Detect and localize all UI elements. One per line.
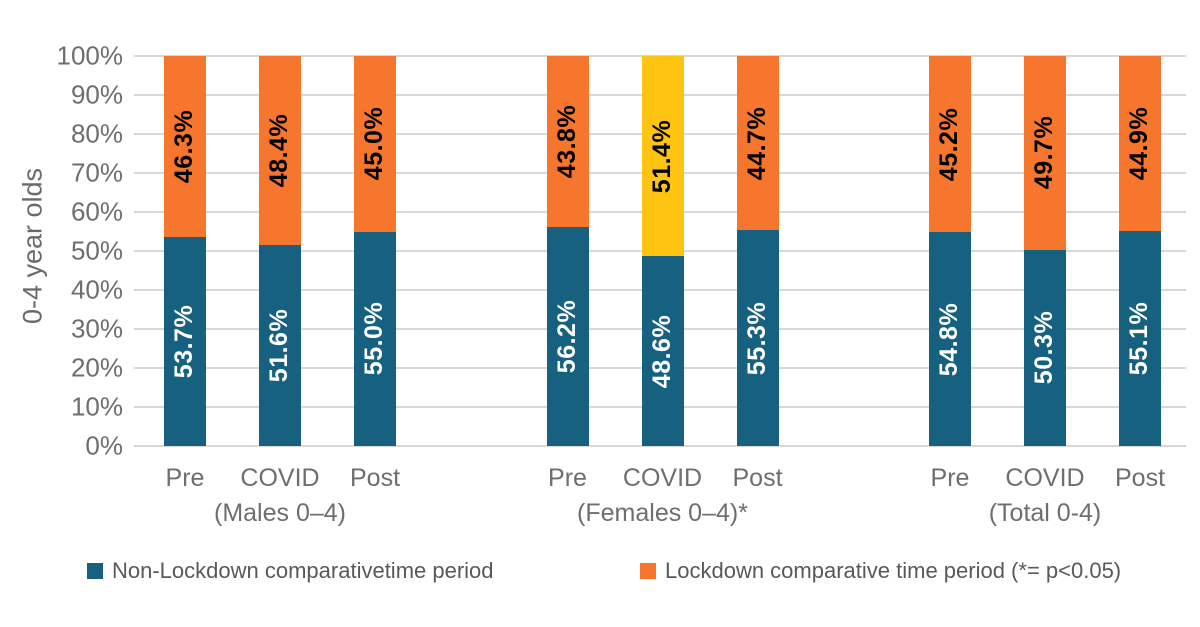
bar-segment-lockdown: 46.3% bbox=[164, 56, 206, 237]
legend-label-non-lockdown: Non-Lockdown comparativetime period bbox=[112, 558, 494, 583]
y-tick-label: 50% bbox=[70, 235, 123, 266]
category-label-text: COVID bbox=[240, 464, 320, 492]
bar-segment-non_lockdown: 51.6% bbox=[259, 244, 301, 446]
y-tick-label: 0% bbox=[85, 430, 123, 461]
bar-group: 53.7% 46.3% 51.6% 48.4% 55.0% 45.0% bbox=[164, 56, 396, 446]
bar-segment-lockdown: 44.9% bbox=[1119, 56, 1161, 232]
bar-segment-value-label: 49.7% bbox=[1030, 116, 1059, 190]
bar-pre: 56.2% 43.8% bbox=[546, 56, 589, 446]
y-tick-label: 90% bbox=[70, 79, 123, 110]
bar-segment-value-label: 56.2% bbox=[553, 299, 582, 374]
group-label: (Total 0-4) bbox=[988, 499, 1102, 527]
bar-pre: 54.8% 45.2% bbox=[929, 56, 971, 446]
category-labels: Pre COVID Post bbox=[547, 464, 782, 493]
bar-post: 55.3% 44.7% bbox=[736, 56, 779, 446]
bar-covid: 51.6% 48.4% bbox=[259, 56, 301, 446]
bar-covid: 50.3% 49.7% bbox=[1024, 56, 1066, 446]
bar-segment-lockdown: 48.4% bbox=[259, 56, 301, 245]
bar-segment-value-label: 44.9% bbox=[1125, 106, 1154, 181]
x-label-group: Pre COVID Post (Males 0–4) bbox=[164, 464, 400, 528]
bar-segment-non_lockdown: 53.7% bbox=[164, 236, 206, 446]
bar-segment-value-label: 51.6% bbox=[265, 308, 294, 383]
category-label-post: Post bbox=[1115, 464, 1165, 493]
y-tick-label: 80% bbox=[70, 118, 123, 149]
bar-segment-value-label: 48.6% bbox=[648, 314, 677, 388]
bar-pre: 53.7% 46.3% bbox=[164, 56, 206, 446]
category-label-text: Post bbox=[732, 464, 783, 492]
bar-segment-lockdown: 43.8% bbox=[546, 56, 589, 227]
bar-groups: 53.7% 46.3% 51.6% 48.4% 55.0% 45.0% 56.2% 43.8%… bbox=[134, 56, 1186, 446]
legend-item-lockdown: Lockdown comparative time period (*= p<0… bbox=[640, 558, 1121, 584]
category-label-text: COVID bbox=[622, 464, 703, 492]
bar-segment-non_lockdown: 54.8% bbox=[929, 232, 971, 446]
bar-segment-lockdown: 44.7% bbox=[736, 56, 779, 231]
y-tick-label: 30% bbox=[70, 313, 123, 344]
category-labels: Pre COVID Post bbox=[164, 464, 400, 493]
gridline bbox=[134, 55, 1186, 57]
bar-segment-value-label: 54.8% bbox=[935, 302, 964, 376]
bar-group: 54.8% 45.2% 50.3% 49.7% 55.1% 44.9% bbox=[929, 56, 1161, 446]
bar-segment-value-label: 45.2% bbox=[935, 107, 964, 181]
bar-post: 55.1% 44.9% bbox=[1119, 56, 1161, 446]
bar-segment-non_lockdown: 55.0% bbox=[354, 231, 396, 446]
category-label-text: Post bbox=[1114, 464, 1166, 492]
category-label-pre: Pre bbox=[164, 464, 206, 493]
category-label-text: COVID bbox=[1005, 464, 1085, 492]
category-label-covid: COVID bbox=[623, 464, 702, 493]
category-label-post: Post bbox=[350, 464, 400, 493]
category-label-pre: Pre bbox=[547, 464, 589, 493]
gridline bbox=[134, 445, 1186, 447]
category-label-text: Pre bbox=[548, 464, 587, 492]
bar-segment-value-label: 43.8% bbox=[553, 104, 582, 179]
bar-segment-lockdown: 49.7% bbox=[1024, 56, 1066, 250]
category-label-post: Post bbox=[732, 464, 782, 493]
plot-area: 53.7% 46.3% 51.6% 48.4% 55.0% 45.0% 56.2% 43.8%… bbox=[134, 55, 1186, 447]
x-label-group: Pre COVID Post (Total 0-4) bbox=[929, 464, 1165, 528]
bar-segment-value-label: 45.0% bbox=[360, 107, 389, 181]
category-label-text: Pre bbox=[165, 464, 205, 492]
bar-segment-non_lockdown: 55.1% bbox=[1119, 231, 1161, 446]
y-tick-label: 40% bbox=[70, 274, 123, 305]
group-label: (Males 0–4) bbox=[214, 499, 346, 527]
category-labels: Pre COVID Post bbox=[929, 464, 1165, 493]
bar-segment-value-label: 44.7% bbox=[743, 106, 772, 180]
bar-segment-non_lockdown: 48.6% bbox=[641, 256, 684, 446]
bar-segment-value-label: 55.1% bbox=[1125, 301, 1154, 376]
bar-segment-value-label: 53.7% bbox=[170, 304, 199, 378]
category-label-text: Pre bbox=[930, 464, 970, 492]
category-label-covid: COVID bbox=[240, 464, 319, 493]
bar-segment-value-label: 55.3% bbox=[743, 301, 772, 375]
x-label-group: Pre COVID Post (Females 0–4)* bbox=[547, 464, 782, 528]
bar-segment-value-label: 55.0% bbox=[360, 302, 389, 376]
category-label-pre: Pre bbox=[929, 464, 971, 493]
bar-segment-non_lockdown: 55.3% bbox=[736, 230, 779, 446]
bar-segment-non_lockdown: 50.3% bbox=[1024, 249, 1066, 446]
category-label-text: Post bbox=[349, 464, 401, 492]
category-label-covid: COVID bbox=[1005, 464, 1084, 493]
y-tick-label: 70% bbox=[70, 157, 123, 188]
x-axis-labels: Pre COVID Post (Males 0–4) Pre COVID Post (Fema… bbox=[134, 464, 1186, 528]
bar-segment-lockdown: 51.4% bbox=[641, 56, 684, 257]
bar-post: 55.0% 45.0% bbox=[354, 56, 396, 446]
bar-segment-lockdown: 45.2% bbox=[929, 56, 971, 233]
bar-segment-value-label: 51.4% bbox=[648, 119, 677, 193]
y-axis-tick-labels: 0% 10% 20% 30% 40% 50% 60% 70% 80% 90% 100% bbox=[0, 41, 124, 461]
legend-label-lockdown: Lockdown comparative time period (*= p<0… bbox=[665, 558, 1122, 583]
bar-covid: 48.6% 51.4% bbox=[641, 56, 684, 446]
bar-segment-lockdown: 45.0% bbox=[354, 56, 396, 232]
bar-segment-value-label: 48.4% bbox=[265, 113, 294, 188]
group-label: (Females 0–4)* bbox=[577, 499, 748, 527]
bar-segment-value-label: 50.3% bbox=[1030, 311, 1059, 385]
legend-item-non-lockdown: Non-Lockdown comparativetime period bbox=[87, 558, 494, 584]
y-tick-label: 100% bbox=[56, 40, 124, 71]
y-tick-label: 10% bbox=[70, 391, 123, 422]
y-tick-label: 60% bbox=[70, 196, 123, 227]
legend-swatch-lockdown-icon bbox=[640, 563, 656, 579]
bar-segment-value-label: 46.3% bbox=[170, 109, 199, 183]
bar-group: 56.2% 43.8% 48.6% 51.4% 55.3% 44.7% bbox=[546, 56, 779, 446]
bar-segment-non_lockdown: 56.2% bbox=[546, 226, 589, 446]
legend-swatch-non-lockdown-icon bbox=[87, 563, 103, 579]
y-tick-label: 20% bbox=[70, 352, 123, 383]
